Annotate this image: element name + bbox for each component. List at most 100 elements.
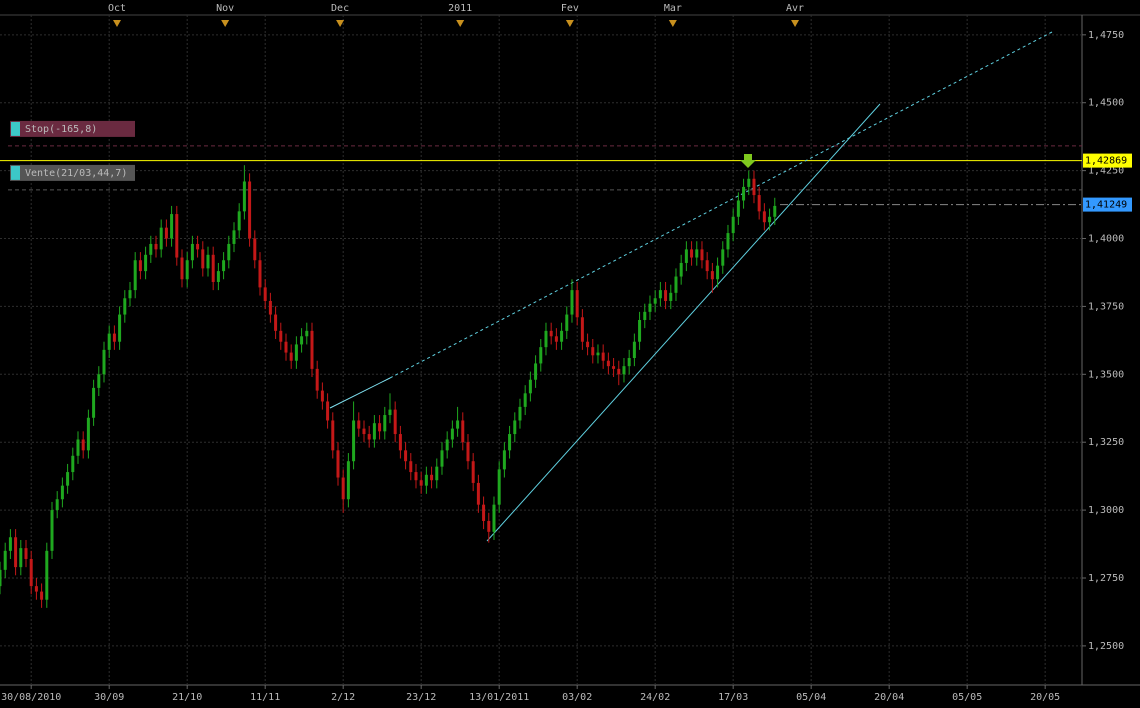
candle-body xyxy=(76,439,80,456)
candle-body xyxy=(710,271,714,280)
labels: 1,2500 1,2750 1,3000 1,3250 1,3500 1,3750 1,40… xyxy=(1,3,1132,703)
candle-body xyxy=(679,262,683,277)
candle-body xyxy=(92,387,96,418)
candle-body xyxy=(705,260,709,272)
month-label: Dec xyxy=(331,3,349,14)
month-label: Fev xyxy=(561,3,579,14)
x-tick-label: 03/02 xyxy=(562,692,592,703)
candle-body xyxy=(601,352,605,361)
candle-body xyxy=(45,550,49,600)
annotations xyxy=(329,31,1053,542)
candle-body xyxy=(164,227,168,239)
candle-body xyxy=(133,260,137,291)
x-tick-label: 20/04 xyxy=(874,692,904,703)
candle-body xyxy=(190,243,194,261)
x-tick-label: 30/09 xyxy=(94,692,124,703)
candle-body xyxy=(747,178,751,187)
candle-body xyxy=(159,227,163,250)
candle-body xyxy=(372,423,376,440)
month-marker xyxy=(221,20,230,27)
x-tick-label: 2/12 xyxy=(331,692,355,703)
candle-body xyxy=(575,290,579,318)
level-label: 1,42869 xyxy=(1085,156,1127,167)
y-tick-label: 1,4750 xyxy=(1088,30,1124,41)
y-tick-label: 1,4250 xyxy=(1088,166,1124,177)
candle-body xyxy=(508,434,512,451)
month-label: Mar xyxy=(664,3,682,14)
candle-body xyxy=(294,344,298,361)
candle-body xyxy=(66,472,70,486)
candle-body xyxy=(466,442,470,462)
candle-body xyxy=(424,474,428,486)
candle-body xyxy=(409,461,413,473)
candle-body xyxy=(622,366,626,375)
candle-body xyxy=(669,292,673,301)
candle-body xyxy=(24,548,28,559)
candle-body xyxy=(440,450,444,467)
candle-body xyxy=(617,368,621,375)
candle-body xyxy=(175,214,179,258)
trend-line xyxy=(389,31,1053,379)
candle-body xyxy=(523,393,527,407)
candle-body xyxy=(726,233,730,250)
candle-body xyxy=(300,336,304,345)
candle-body xyxy=(227,243,231,261)
candle-body xyxy=(445,439,449,451)
candle-body xyxy=(331,420,335,451)
candle-body xyxy=(102,349,106,375)
candle-body xyxy=(731,216,735,234)
candle-body xyxy=(664,290,668,301)
candle-body xyxy=(762,211,766,223)
candle-body xyxy=(315,368,319,391)
candle-body xyxy=(471,461,475,483)
candle-body xyxy=(482,504,486,521)
candle-body xyxy=(154,243,158,250)
candle-body xyxy=(258,260,262,288)
month-label: Avr xyxy=(786,3,804,14)
candle-body xyxy=(497,469,501,505)
level-tag xyxy=(1083,197,1132,212)
candle-body xyxy=(336,450,340,478)
candle-body xyxy=(695,249,699,258)
candle-body xyxy=(34,586,38,592)
candle-body xyxy=(326,401,330,421)
grid xyxy=(0,15,1082,685)
candle-body xyxy=(518,406,522,421)
candle-body xyxy=(539,347,543,364)
x-tick-label: 24/02 xyxy=(640,692,670,703)
signal-arrow xyxy=(740,154,756,168)
y-tick-label: 1,3250 xyxy=(1088,437,1124,448)
candle-body xyxy=(528,379,532,394)
candle-body xyxy=(40,591,44,600)
candle-body xyxy=(362,428,366,435)
candle-body xyxy=(0,569,2,587)
candle-body xyxy=(430,474,434,481)
candle-body xyxy=(352,420,356,462)
candle-body xyxy=(341,477,345,500)
candle-body xyxy=(606,360,610,367)
order-tag-icon xyxy=(11,121,20,136)
candle-body xyxy=(435,466,439,481)
candle-body xyxy=(674,276,678,293)
candle-body xyxy=(398,434,402,451)
candle-body xyxy=(388,409,392,416)
candle-body xyxy=(55,499,59,511)
month-label: Oct xyxy=(108,3,126,14)
candle-body xyxy=(419,480,423,486)
candle-body xyxy=(216,271,220,282)
candle-body xyxy=(305,330,309,337)
x-tick-label: 21/10 xyxy=(172,692,202,703)
order-tag-bg xyxy=(10,120,135,137)
candle-body xyxy=(237,211,241,231)
y-tick-label: 1,2500 xyxy=(1088,641,1124,652)
candle-body xyxy=(274,314,278,331)
candle-body xyxy=(242,181,246,212)
order-label: Stop(-165,8) xyxy=(25,124,97,135)
candle-body xyxy=(502,450,506,470)
candle-body xyxy=(378,423,382,432)
candle-body xyxy=(211,254,215,282)
candle-body xyxy=(643,311,647,320)
y-tick-label: 1,4500 xyxy=(1088,98,1124,109)
candle-body xyxy=(383,415,387,432)
